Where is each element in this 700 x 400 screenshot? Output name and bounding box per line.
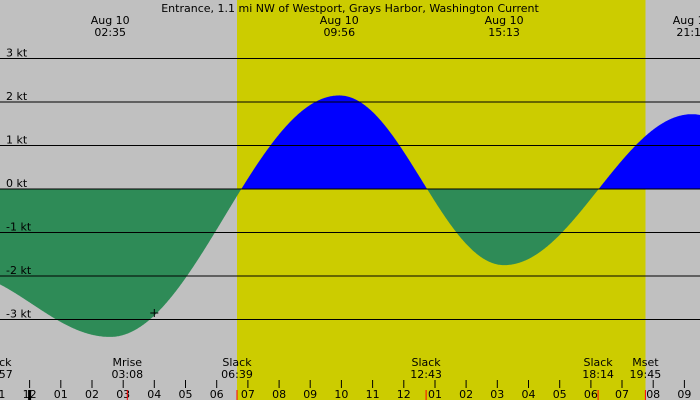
hour-tick-label: 04 xyxy=(147,388,161,400)
hour-tick-label: 02 xyxy=(459,388,473,400)
max-current-time: 21:15 xyxy=(676,26,700,39)
event-label: Slack xyxy=(222,356,252,369)
y-tick-label: 0 kt xyxy=(6,177,28,190)
max-current-date: Aug 10 xyxy=(485,14,524,27)
hour-tick-label: 11 xyxy=(0,388,5,400)
hour-tick-label: 05 xyxy=(179,388,193,400)
hour-tick-label: 09 xyxy=(303,388,317,400)
max-current-date: Aug 10 xyxy=(320,14,359,27)
y-tick-label: -2 kt xyxy=(6,264,32,277)
hour-tick-label: 06 xyxy=(210,388,224,400)
now-marker xyxy=(150,309,159,317)
hour-tick-label: 07 xyxy=(241,388,255,400)
hour-tick-label: 11 xyxy=(366,388,380,400)
max-current-date: Aug 10 xyxy=(91,14,130,27)
event-label: Mrise xyxy=(113,356,143,369)
hour-tick-label: 01 xyxy=(54,388,68,400)
chart-title: Entrance, 1.1 mi NW of Westport, Grays H… xyxy=(161,2,539,15)
event-label: Slack xyxy=(0,356,12,369)
flood-area xyxy=(0,95,700,189)
hour-ticks: 1112010203040506070809101112010203040506… xyxy=(0,380,691,400)
event-time: 22:57 xyxy=(0,368,13,381)
hour-tick-label: 03 xyxy=(490,388,504,400)
hour-tick-label: 03 xyxy=(116,388,130,400)
y-tick-label: 3 kt xyxy=(6,47,28,60)
hour-tick-label: 04 xyxy=(522,388,536,400)
hour-tick-label: 02 xyxy=(85,388,99,400)
event-time: 18:14 xyxy=(582,368,614,381)
y-axis-labels: 3 kt 2 kt 1 kt 0 kt -1 kt -2 kt -3 kt xyxy=(6,47,32,321)
event-label: Mset xyxy=(632,356,659,369)
hour-tick-label: 07 xyxy=(615,388,629,400)
current-areas xyxy=(0,95,700,337)
hour-tick-label: 12 xyxy=(397,388,411,400)
hour-tick-label: 01 xyxy=(428,388,442,400)
hour-tick-label: 10 xyxy=(334,388,348,400)
event-time: 19:45 xyxy=(630,368,662,381)
y-tick-label: -3 kt xyxy=(6,308,32,321)
y-tick-label: -1 kt xyxy=(6,221,32,234)
hour-tick-label: 05 xyxy=(553,388,567,400)
hour-tick-label: 08 xyxy=(272,388,286,400)
max-current-time: 15:13 xyxy=(488,26,520,39)
y-tick-label: 2 kt xyxy=(6,90,28,103)
max-current-time: 02:35 xyxy=(94,26,126,39)
y-tick-label: 1 kt xyxy=(6,134,28,147)
event-time: 12:43 xyxy=(410,368,442,381)
event-label: Slack xyxy=(411,356,441,369)
max-current-time: 09:56 xyxy=(323,26,355,39)
max-current-date: Aug 10 xyxy=(673,14,700,27)
ebb-area xyxy=(0,189,700,337)
hour-tick-label: 06 xyxy=(584,388,598,400)
event-time: 03:08 xyxy=(111,368,143,381)
event-label: Slack xyxy=(583,356,613,369)
event-time: 06:39 xyxy=(221,368,253,381)
grid-lines xyxy=(0,58,700,320)
hour-tick-label: 08 xyxy=(646,388,660,400)
hour-tick-label: 09 xyxy=(677,388,691,400)
bottom-labels: Slack22:57Mrise03:08Slack06:39Slack12:43… xyxy=(0,356,661,381)
